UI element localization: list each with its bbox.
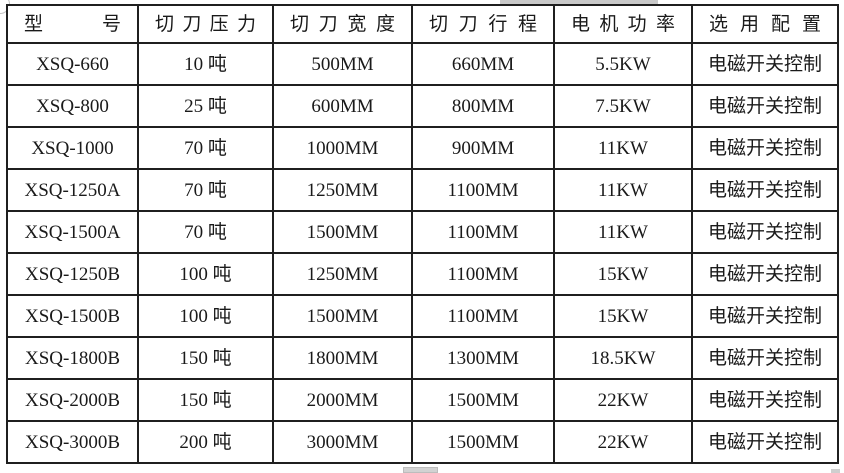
table-row: XSQ-1250A 70 吨 1250MM 1100MM 11KW 电磁开关控制	[6, 168, 839, 212]
cell-stroke: 1500MM	[411, 378, 555, 422]
table-row: XSQ-800 25 吨 600MM 800MM 7.5KW 电磁开关控制	[6, 84, 839, 128]
table-row: XSQ-660 10 吨 500MM 660MM 5.5KW 电磁开关控制	[6, 42, 839, 86]
cell-model: XSQ-800	[6, 84, 139, 128]
cell-config: 电磁开关控制	[691, 84, 839, 128]
cell-config: 电磁开关控制	[691, 420, 839, 464]
cell-width: 1500MM	[272, 294, 413, 338]
cell-pressure: 25 吨	[137, 84, 274, 128]
cell-width: 3000MM	[272, 420, 413, 464]
cell-stroke: 1100MM	[411, 168, 555, 212]
cell-pressure: 150 吨	[137, 336, 274, 380]
cell-width: 1800MM	[272, 336, 413, 380]
cell-pressure: 150 吨	[137, 378, 274, 422]
cell-power: 15KW	[553, 294, 693, 338]
cell-power: 5.5KW	[553, 42, 693, 86]
table-row: XSQ-1500A 70 吨 1500MM 1100MM 11KW 电磁开关控制	[6, 210, 839, 254]
cell-config: 电磁开关控制	[691, 126, 839, 170]
cell-power: 22KW	[553, 378, 693, 422]
cell-power: 11KW	[553, 126, 693, 170]
cell-config: 电磁开关控制	[691, 210, 839, 254]
cell-model: XSQ-2000B	[6, 378, 139, 422]
cell-stroke: 1100MM	[411, 294, 555, 338]
table-row: XSQ-1000 70 吨 1000MM 900MM 11KW 电磁开关控制	[6, 126, 839, 170]
cell-model: XSQ-660	[6, 42, 139, 86]
cell-model: XSQ-3000B	[6, 420, 139, 464]
cell-stroke: 660MM	[411, 42, 555, 86]
column-header-width: 切 刀 宽 度	[272, 4, 413, 44]
cell-config: 电磁开关控制	[691, 42, 839, 86]
cell-width: 500MM	[272, 42, 413, 86]
cell-stroke: 1100MM	[411, 210, 555, 254]
cell-config: 电磁开关控制	[691, 336, 839, 380]
cell-width: 600MM	[272, 84, 413, 128]
cell-config: 电磁开关控制	[691, 294, 839, 338]
scrollbar-fragment-bottom-right	[831, 469, 840, 473]
table-row: XSQ-1250B 100 吨 1250MM 1100MM 15KW 电磁开关控…	[6, 252, 839, 296]
cell-pressure: 100 吨	[137, 294, 274, 338]
cell-width: 1250MM	[272, 252, 413, 296]
cell-config: 电磁开关控制	[691, 168, 839, 212]
table-row: XSQ-1500B 100 吨 1500MM 1100MM 15KW 电磁开关控…	[6, 294, 839, 338]
cell-pressure: 70 吨	[137, 126, 274, 170]
cell-stroke: 900MM	[411, 126, 555, 170]
header-row: 型 号 切 刀 压 力 切 刀 宽 度 切 刀 行 程 电 机 功 率 选 用 …	[6, 4, 839, 44]
cell-stroke: 1300MM	[411, 336, 555, 380]
scrollbar-fragment-bottom	[403, 467, 438, 473]
cell-pressure: 200 吨	[137, 420, 274, 464]
cell-model: XSQ-1000	[6, 126, 139, 170]
column-header-stroke: 切 刀 行 程	[411, 4, 555, 44]
cell-width: 1500MM	[272, 210, 413, 254]
cell-power: 15KW	[553, 252, 693, 296]
column-header-power: 电 机 功 率	[553, 4, 693, 44]
machine-spec-table: 型 号 切 刀 压 力 切 刀 宽 度 切 刀 行 程 电 机 功 率 选 用 …	[6, 4, 839, 464]
column-header-config: 选 用 配 置	[691, 4, 839, 44]
cell-power: 7.5KW	[553, 84, 693, 128]
cell-stroke: 1500MM	[411, 420, 555, 464]
cell-config: 电磁开关控制	[691, 378, 839, 422]
table-row: XSQ-3000B 200 吨 3000MM 1500MM 22KW 电磁开关控…	[6, 420, 839, 464]
column-header-pressure: 切 刀 压 力	[137, 4, 274, 44]
cell-power: 11KW	[553, 168, 693, 212]
cell-power: 22KW	[553, 420, 693, 464]
cell-width: 2000MM	[272, 378, 413, 422]
cell-stroke: 1100MM	[411, 252, 555, 296]
cell-config: 电磁开关控制	[691, 252, 839, 296]
cell-width: 1000MM	[272, 126, 413, 170]
cell-model: XSQ-1250A	[6, 168, 139, 212]
table-row: XSQ-1800B 150 吨 1800MM 1300MM 18.5KW 电磁开…	[6, 336, 839, 380]
cell-stroke: 800MM	[411, 84, 555, 128]
cell-pressure: 70 吨	[137, 168, 274, 212]
cell-power: 11KW	[553, 210, 693, 254]
cell-model: XSQ-1800B	[6, 336, 139, 380]
cell-pressure: 70 吨	[137, 210, 274, 254]
cell-pressure: 10 吨	[137, 42, 274, 86]
table-row: XSQ-2000B 150 吨 2000MM 1500MM 22KW 电磁开关控…	[6, 378, 839, 422]
cell-model: XSQ-1250B	[6, 252, 139, 296]
scrollbar-fragment-top	[500, 0, 658, 5]
column-header-model: 型 号	[6, 4, 139, 44]
cell-model: XSQ-1500A	[6, 210, 139, 254]
cell-width: 1250MM	[272, 168, 413, 212]
cell-model: XSQ-1500B	[6, 294, 139, 338]
cell-pressure: 100 吨	[137, 252, 274, 296]
cell-power: 18.5KW	[553, 336, 693, 380]
